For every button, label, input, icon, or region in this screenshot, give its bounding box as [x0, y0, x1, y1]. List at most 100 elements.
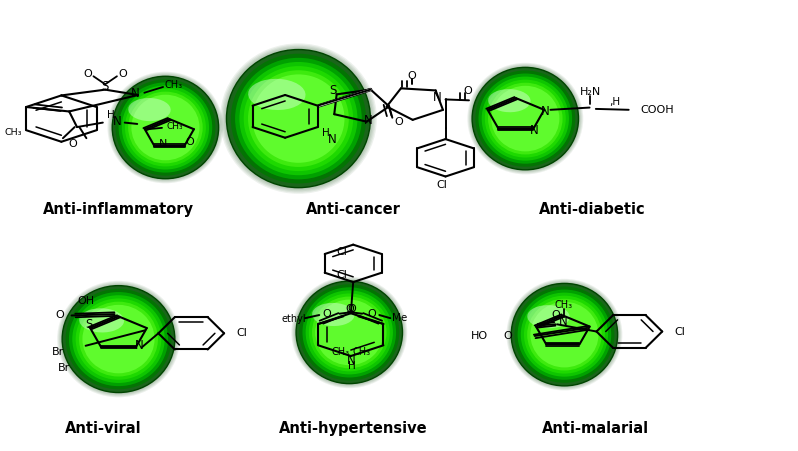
- Ellipse shape: [58, 282, 179, 396]
- Ellipse shape: [227, 50, 370, 188]
- Ellipse shape: [291, 276, 407, 388]
- Ellipse shape: [299, 284, 399, 381]
- Ellipse shape: [302, 287, 396, 377]
- Text: H₂N: H₂N: [579, 87, 601, 97]
- Ellipse shape: [224, 47, 373, 190]
- Text: CH₃: CH₃: [555, 300, 573, 310]
- Ellipse shape: [59, 283, 178, 396]
- Text: N: N: [113, 115, 121, 128]
- Text: O: O: [367, 308, 376, 319]
- Ellipse shape: [482, 77, 569, 161]
- Ellipse shape: [512, 283, 618, 386]
- Ellipse shape: [292, 277, 406, 387]
- Ellipse shape: [69, 292, 168, 386]
- Text: Cl: Cl: [337, 247, 347, 257]
- Ellipse shape: [521, 293, 608, 377]
- Ellipse shape: [531, 302, 598, 368]
- Text: O: O: [463, 86, 472, 96]
- Text: S: S: [329, 84, 337, 97]
- Ellipse shape: [109, 74, 222, 181]
- Text: ,H: ,H: [609, 97, 620, 107]
- Ellipse shape: [128, 92, 203, 163]
- Text: N: N: [347, 354, 356, 367]
- Ellipse shape: [527, 305, 570, 328]
- Text: O: O: [118, 69, 127, 78]
- Ellipse shape: [469, 64, 582, 173]
- Text: OH: OH: [77, 296, 94, 306]
- Ellipse shape: [122, 86, 209, 170]
- Ellipse shape: [470, 65, 580, 172]
- Ellipse shape: [248, 79, 306, 110]
- Text: O: O: [84, 69, 93, 78]
- Ellipse shape: [315, 299, 383, 365]
- Ellipse shape: [508, 281, 621, 389]
- Text: S: S: [85, 318, 93, 331]
- Ellipse shape: [82, 305, 155, 373]
- Ellipse shape: [113, 76, 219, 179]
- Text: Anti-malarial: Anti-malarial: [542, 421, 650, 436]
- Text: N: N: [540, 105, 549, 118]
- Ellipse shape: [221, 45, 376, 193]
- Text: Anti-inflammatory: Anti-inflammatory: [43, 202, 194, 217]
- Ellipse shape: [65, 289, 172, 389]
- Text: N: N: [135, 339, 144, 352]
- Text: ethyl: ethyl: [281, 314, 306, 324]
- Ellipse shape: [479, 74, 572, 164]
- Text: Anti-hypertensive: Anti-hypertensive: [279, 421, 428, 436]
- Text: O: O: [185, 137, 194, 147]
- Text: CH₃: CH₃: [353, 347, 370, 357]
- Text: Anti-diabetic: Anti-diabetic: [539, 202, 645, 217]
- Text: Br: Br: [52, 347, 65, 358]
- Ellipse shape: [488, 83, 563, 154]
- Ellipse shape: [76, 299, 161, 380]
- Text: H: H: [107, 110, 115, 120]
- Ellipse shape: [492, 86, 559, 152]
- Text: Me: Me: [392, 313, 407, 323]
- Text: Cl: Cl: [674, 327, 685, 336]
- Ellipse shape: [527, 299, 602, 370]
- Ellipse shape: [306, 290, 393, 374]
- Text: Cl: Cl: [337, 270, 347, 280]
- Ellipse shape: [248, 70, 349, 167]
- Text: CH₃: CH₃: [167, 123, 184, 132]
- Ellipse shape: [252, 74, 345, 163]
- Ellipse shape: [295, 280, 404, 385]
- Ellipse shape: [125, 88, 206, 166]
- Ellipse shape: [231, 54, 366, 184]
- Ellipse shape: [243, 66, 354, 171]
- Ellipse shape: [132, 95, 200, 160]
- Ellipse shape: [508, 280, 622, 390]
- Ellipse shape: [476, 70, 575, 167]
- Text: N: N: [530, 124, 539, 138]
- Text: N: N: [159, 138, 168, 148]
- Ellipse shape: [109, 73, 223, 182]
- Text: O: O: [69, 139, 77, 149]
- Ellipse shape: [293, 278, 405, 387]
- Text: H: H: [348, 361, 355, 371]
- Text: O: O: [322, 308, 331, 319]
- Text: O: O: [346, 304, 354, 314]
- Text: N: N: [364, 114, 373, 127]
- Text: Br: Br: [57, 363, 70, 373]
- Text: O: O: [394, 117, 403, 127]
- Ellipse shape: [239, 62, 358, 175]
- Ellipse shape: [312, 303, 354, 326]
- Text: O: O: [348, 304, 357, 314]
- Ellipse shape: [524, 296, 605, 373]
- Ellipse shape: [128, 98, 171, 121]
- Ellipse shape: [488, 89, 531, 112]
- Ellipse shape: [485, 80, 566, 157]
- Text: N: N: [559, 315, 568, 328]
- Ellipse shape: [518, 290, 611, 380]
- Text: N: N: [328, 133, 337, 146]
- Text: O: O: [408, 71, 417, 81]
- Ellipse shape: [108, 72, 223, 184]
- Ellipse shape: [471, 66, 579, 171]
- Ellipse shape: [296, 281, 402, 384]
- Text: Cl: Cl: [236, 328, 247, 338]
- Ellipse shape: [57, 281, 180, 397]
- Ellipse shape: [116, 79, 215, 175]
- Ellipse shape: [61, 285, 176, 394]
- Ellipse shape: [79, 302, 158, 377]
- Ellipse shape: [111, 75, 219, 179]
